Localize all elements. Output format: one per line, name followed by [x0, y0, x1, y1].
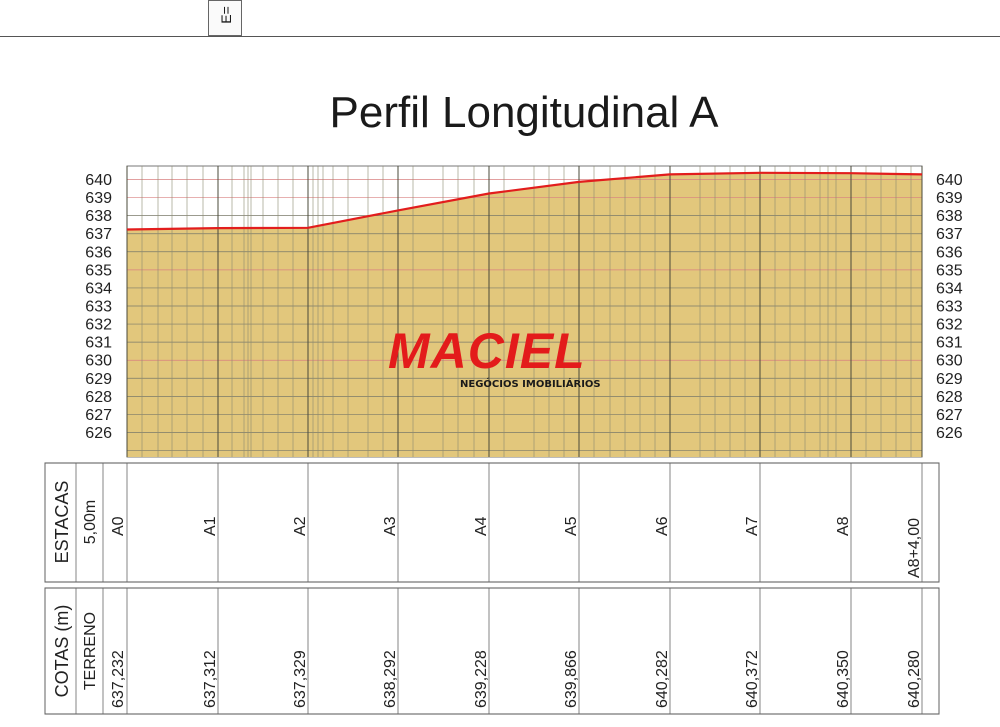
- station-label-A8+4,00: A8+4,00: [906, 518, 923, 578]
- cota-value-A0: 637,232: [110, 650, 127, 708]
- y-tick-right-627: 627: [936, 407, 963, 424]
- station-label-A8: A8: [835, 516, 852, 536]
- cota-value-A6: 640,282: [654, 650, 671, 708]
- y-tick-right-626: 626: [936, 425, 963, 442]
- y-tick-right-632: 632: [936, 317, 963, 334]
- cota-value-A7: 640,372: [744, 650, 761, 708]
- y-tick-right-635: 635: [936, 262, 963, 279]
- cota-value-A3: 638,292: [382, 650, 399, 708]
- chart-title: Perfil Longitudinal A: [329, 88, 719, 137]
- cota-value-A2: 637,329: [292, 650, 309, 708]
- top-strip: [0, 0, 1000, 37]
- cota-value-A5: 639,866: [563, 650, 580, 708]
- terrain-area: [127, 172, 922, 458]
- logo-subtitle: NEGÓCIOS IMOBILIÁRIOS: [460, 379, 601, 390]
- y-tick-left-627: 627: [85, 407, 112, 424]
- estacas-row-frame: [44, 462, 940, 583]
- y-tick-right-639: 639: [936, 190, 963, 207]
- y-tick-left-634: 634: [85, 280, 112, 297]
- terrain-line: [126, 171, 923, 231]
- y-tick-left-629: 629: [85, 371, 112, 388]
- y-tick-left-630: 630: [85, 353, 112, 370]
- station-label-A3: A3: [382, 516, 399, 536]
- cotas-header: COTAS (m): [52, 605, 72, 698]
- station-label-A5: A5: [563, 516, 580, 536]
- station-label-A6: A6: [654, 516, 671, 536]
- y-tick-left-640: 640: [85, 172, 112, 189]
- cota-value-A8+4,00: 640,280: [906, 650, 923, 708]
- y-tick-left-637: 637: [85, 226, 112, 243]
- maciel-logo: MACIEL NEGÓCIOS IMOBILIÁRIOS: [388, 323, 602, 396]
- y-tick-left-632: 632: [85, 317, 112, 334]
- y-tick-left-636: 636: [85, 244, 112, 261]
- y-tick-right-633: 633: [936, 299, 963, 316]
- y-tick-right-637: 637: [936, 226, 963, 243]
- y-tick-left-628: 628: [85, 389, 112, 406]
- logo-word: MACIEL: [388, 323, 586, 379]
- y-tick-left-631: 631: [85, 335, 112, 352]
- y-tick-right-631: 631: [936, 335, 963, 352]
- y-tick-right-630: 630: [936, 353, 963, 370]
- y-tick-right-638: 638: [936, 208, 963, 225]
- y-tick-right-640: 640: [936, 172, 963, 189]
- station-label-A7: A7: [744, 516, 761, 536]
- cota-value-A8: 640,350: [835, 650, 852, 708]
- y-tick-right-636: 636: [936, 244, 963, 261]
- y-tick-right-634: 634: [936, 280, 963, 297]
- station-label-A4: A4: [473, 516, 490, 536]
- y-tick-left-635: 635: [85, 262, 112, 279]
- station-label-A1: A1: [202, 516, 219, 536]
- cotas-row-frame: [44, 587, 940, 715]
- y-tick-left-639: 639: [85, 190, 112, 207]
- y-tick-left-633: 633: [85, 299, 112, 316]
- corner-label: E=: [208, 0, 242, 36]
- y-tick-left-626: 626: [85, 425, 112, 442]
- station-label-A2: A2: [292, 516, 309, 536]
- cota-value-A4: 639,228: [473, 650, 490, 708]
- estacas-interval: 5,00m: [82, 500, 99, 544]
- y-tick-left-638: 638: [85, 208, 112, 225]
- y-tick-right-629: 629: [936, 371, 963, 388]
- y-tick-right-628: 628: [936, 389, 963, 406]
- cota-value-A1: 637,312: [202, 650, 219, 708]
- station-label-A0: A0: [110, 516, 127, 536]
- estacas-header: ESTACAS: [52, 481, 72, 564]
- terreno-header: TERRENO: [82, 612, 99, 690]
